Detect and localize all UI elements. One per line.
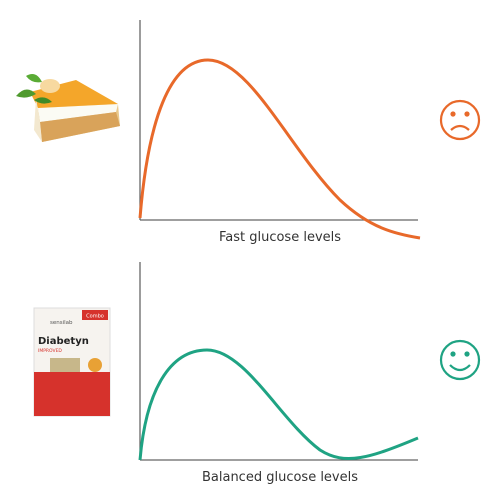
glucose-curve <box>138 58 421 240</box>
cake-image <box>16 74 120 142</box>
glucose-curve <box>138 348 419 461</box>
product-name: Diabetyn <box>38 336 89 347</box>
brand: sensilab <box>50 320 73 326</box>
product-box: Combo sensilab Diabetyn IMPROVED <box>33 307 111 417</box>
badge: Combo <box>86 314 104 320</box>
panel-label: Balanced glucose levels <box>202 470 358 485</box>
panel-label: Fast glucose levels <box>219 230 341 245</box>
balanced-panel: Balanced glucose levels <box>138 262 481 485</box>
fast-panel: Fast glucose levels <box>138 20 481 245</box>
happy-face <box>439 339 481 381</box>
sad-face <box>439 99 481 141</box>
product-tag: IMPROVED <box>38 348 62 354</box>
